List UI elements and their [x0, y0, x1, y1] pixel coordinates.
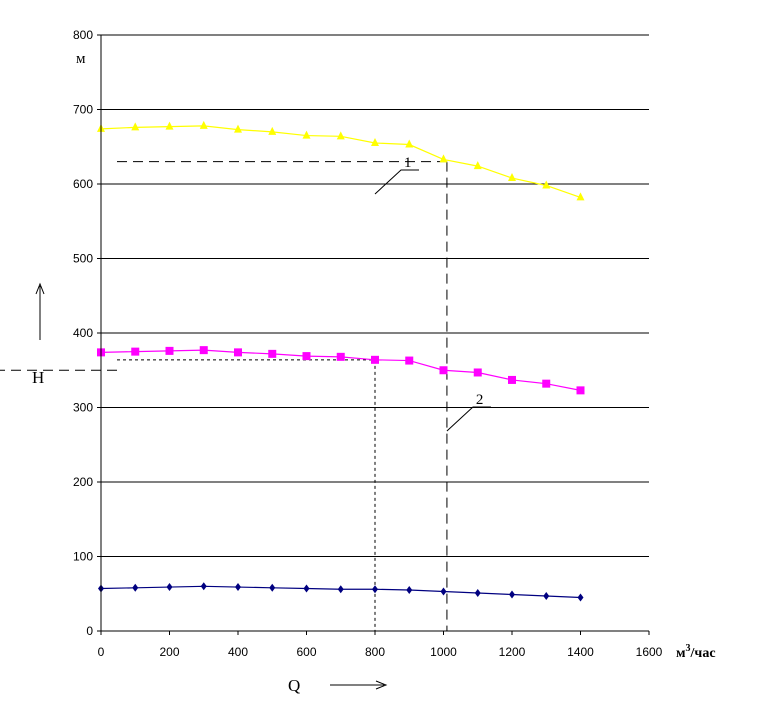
y-tick-label: 0: [86, 624, 93, 638]
y-tick-label: 100: [73, 550, 93, 564]
axis-labels: м H Q м3/час: [32, 51, 716, 695]
data-point: [302, 352, 311, 361]
x-tick-label: 400: [228, 645, 248, 659]
data-point: [542, 379, 551, 388]
y-tick-label: 700: [73, 103, 93, 117]
data-point: [576, 386, 585, 395]
x-tick-label: 200: [159, 645, 179, 659]
data-point: [303, 584, 310, 593]
operating-point-2-label: 2: [476, 392, 484, 408]
x-tick-label: 800: [365, 645, 385, 659]
data-point: [268, 126, 277, 135]
data-point: [371, 355, 379, 364]
data-point: [268, 349, 277, 358]
series-3: [98, 582, 584, 602]
data-point: [473, 368, 482, 377]
data-point: [336, 131, 345, 140]
grid-lines: [101, 34, 649, 557]
data-point: [235, 583, 241, 592]
data-point: [372, 585, 378, 594]
reference-lines: 12: [0, 155, 491, 631]
data-point: [405, 356, 414, 365]
data-point: [234, 124, 242, 133]
y-tick-label: 400: [73, 326, 93, 340]
series-2: [97, 346, 585, 395]
data-point: [542, 180, 551, 189]
data-point: [577, 593, 584, 602]
leader-line: [446, 406, 491, 432]
y-unit-label: м: [76, 51, 86, 67]
data-point: [165, 121, 174, 130]
data-point: [131, 122, 140, 131]
series-1: [97, 120, 585, 201]
data-point: [337, 585, 344, 594]
data-point: [439, 366, 448, 375]
data-point: [371, 138, 379, 147]
data-point: [199, 120, 208, 129]
x-tick-label: 1200: [499, 645, 526, 659]
y-arrow-icon: [35, 282, 45, 340]
x-tick-label: 1000: [430, 645, 457, 659]
data-point: [269, 583, 276, 592]
data-point: [200, 582, 207, 591]
data-point: [234, 348, 242, 357]
y-tick-label: 500: [73, 252, 93, 266]
data-point: [474, 589, 481, 598]
series-layer: [97, 120, 585, 602]
data-point: [132, 583, 139, 592]
y-axis-label: H: [32, 368, 44, 387]
y-tick-label: 200: [73, 475, 93, 489]
data-point: [508, 375, 516, 384]
y-tick-label: 800: [73, 28, 93, 42]
data-point: [165, 346, 174, 355]
y-tick-label: 600: [73, 177, 93, 191]
data-point: [439, 154, 448, 163]
data-point: [406, 586, 413, 595]
x-tick-label: 1400: [567, 645, 594, 659]
x-tick-label: 600: [296, 645, 316, 659]
data-point: [336, 352, 345, 361]
data-point: [576, 192, 585, 201]
operating-point-1-label: 1: [404, 155, 412, 171]
data-point: [405, 139, 414, 148]
x-arrow-icon: [330, 680, 388, 690]
x-tick-label: 0: [98, 645, 105, 659]
data-point: [131, 347, 140, 356]
data-point: [166, 583, 173, 592]
y-tick-label: 300: [73, 401, 93, 415]
data-point: [509, 590, 515, 599]
axes: [97, 34, 650, 635]
leader-line: [374, 169, 419, 195]
data-point: [302, 130, 311, 139]
data-point: [199, 346, 208, 355]
data-point: [543, 591, 550, 600]
data-point: [473, 161, 482, 170]
x-unit-label: м3/час: [676, 643, 716, 661]
x-tick-label: 1600: [636, 645, 663, 659]
data-point: [440, 587, 447, 596]
data-point: [508, 173, 516, 182]
x-axis-label: Q: [288, 676, 300, 695]
tick-labels: 0 100 200 300 400 500 600 700 800 0 200 400 600 800 10…: [73, 28, 663, 659]
